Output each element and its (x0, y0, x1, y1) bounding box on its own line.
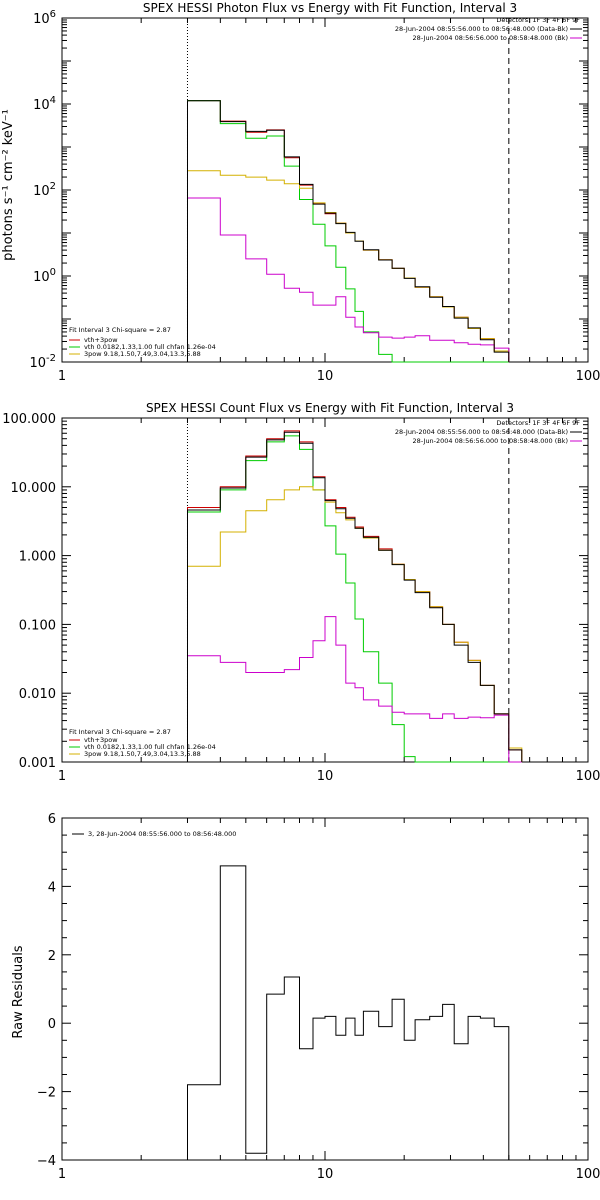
photon-flux-series-4 (187, 100, 510, 362)
count-flux-x-tick-label: 100 (576, 769, 600, 784)
legend-3pow: 3pow 9.18,1.50,7.49,3.04,13.3,5.88 (84, 750, 201, 758)
photon-flux-series-0 (187, 100, 510, 362)
residuals-y-tick-label: 4 (48, 880, 56, 895)
count-flux-y-tick-label: 100.000 (2, 412, 56, 427)
photon-flux-ylabel: photons s⁻¹ cm⁻² keV⁻¹ (1, 109, 16, 261)
legend-detectors: Detectors: 1F 3F 4F 6F 9F (496, 16, 580, 24)
residuals-x-tick-label: 100 (576, 1167, 600, 1182)
residuals-x-tick-label: 10 (317, 1167, 334, 1182)
photon-flux-panel: SPEX HESSI Photon Flux vs Energy with Fi… (1, 1, 600, 384)
photon-flux-x-tick-label: 1 (58, 369, 66, 384)
legend-vth: vth 0.0182,1.33,1.00 full chfan 1.26e-04 (84, 743, 216, 751)
residuals-y-tick-label: 2 (48, 949, 56, 964)
photon-flux-y-tick-label: 100 (33, 267, 56, 285)
count-flux-x-tick-label: 10 (317, 769, 334, 784)
legend-total: vth+3pow (84, 336, 118, 344)
count-flux-panel: SPEX HESSI Count Flux vs Energy with Fit… (2, 401, 600, 784)
count-flux-series-4 (187, 431, 523, 762)
legend-data-interval: 28-Jun-2004 08:55:56.000 to 08:56:48.000… (395, 428, 568, 436)
residuals-panel: Raw Residuals 1 10 100 −4 −2 0 2 4 6 3, 28-Jun-2… (11, 812, 600, 1182)
photon-flux-legend-top-right: Detectors: 1F 3F 4F 6F 9F 28-Jun-2004 08… (395, 16, 582, 42)
photon-flux-title: SPEX HESSI Photon Flux vs Energy with Fi… (143, 1, 517, 15)
count-flux-y-tick-label: 0.100 (19, 618, 56, 633)
residuals-y-tick-label: 0 (48, 1017, 56, 1032)
count-flux-series-3 (187, 616, 522, 763)
legend-vth: vth 0.0182,1.33,1.00 full chfan 1.26e-04 (84, 343, 216, 351)
residuals-y-tick-label: 6 (48, 812, 56, 827)
count-flux-legend-bottom-left: Fit Interval 3 Chi-square = 2.87 vth+3po… (69, 728, 216, 758)
photon-flux-y-tick-label: 104 (33, 95, 56, 113)
residuals-series-0 (187, 865, 510, 1160)
photon-flux-y-tick-label: 102 (33, 181, 56, 199)
count-flux-series-1 (187, 435, 522, 763)
residuals-x-tick-label: 1 (58, 1167, 66, 1182)
photon-flux-y-tick-label: 106 (33, 9, 56, 27)
residuals-y-tick-label: −4 (37, 1154, 56, 1169)
legend-total: vth+3pow (84, 736, 118, 744)
legend-bk-interval: 28-Jun-2004 08:56:56.000 to 08:58:48.000… (413, 34, 568, 42)
photon-flux-legend-bottom-left: Fit Interval 3 Chi-square = 2.87 vth+3po… (69, 326, 216, 358)
residuals-legend: 3, 28-Jun-2004 08:55:56.000 to 08:56:48.… (72, 830, 236, 838)
residuals-y-tick-label: −2 (37, 1086, 56, 1101)
legend-fit-interval: Fit Interval 3 Chi-square = 2.87 (69, 326, 171, 334)
residuals-ylabel: Raw Residuals (11, 945, 26, 1038)
photon-flux-x-tick-label: 100 (576, 369, 600, 384)
photon-flux-series-3 (187, 197, 510, 362)
photon-flux-series-2 (187, 170, 510, 362)
legend-data-interval: 28-Jun-2004 08:55:56.000 to 08:56:48.000… (395, 25, 568, 33)
photon-flux-x-tick-label: 10 (317, 369, 334, 384)
count-flux-y-tick-label: 0.010 (19, 687, 56, 702)
count-flux-y-tick-label: 1.000 (19, 550, 56, 565)
count-flux-legend-top-right: Detectors: 1F 3F 4F 6F 9F 28-Jun-2004 08… (395, 419, 582, 445)
count-flux-y-tick-label: 0.001 (19, 756, 56, 771)
count-flux-series-2 (187, 486, 523, 762)
legend-residual: 3, 28-Jun-2004 08:55:56.000 to 08:56:48.… (88, 830, 236, 838)
legend-detectors: Detectors: 1F 3F 4F 6F 9F (496, 419, 580, 427)
legend-bk-interval: 28-Jun-2004 08:56:56.000 to 08:58:48.000… (413, 437, 568, 445)
legend-3pow: 3pow 9.18,1.50,7.49,3.04,13.3,5.88 (84, 350, 201, 358)
count-flux-title: SPEX HESSI Count Flux vs Energy with Fit… (146, 401, 514, 415)
count-flux-y-tick-label: 10.000 (11, 481, 57, 496)
count-flux-x-tick-label: 1 (58, 769, 66, 784)
photon-flux-series-1 (187, 100, 509, 363)
photon-flux-y-tick-label: 10-2 (29, 353, 56, 371)
legend-fit-interval: Fit Interval 3 Chi-square = 2.87 (69, 728, 171, 736)
